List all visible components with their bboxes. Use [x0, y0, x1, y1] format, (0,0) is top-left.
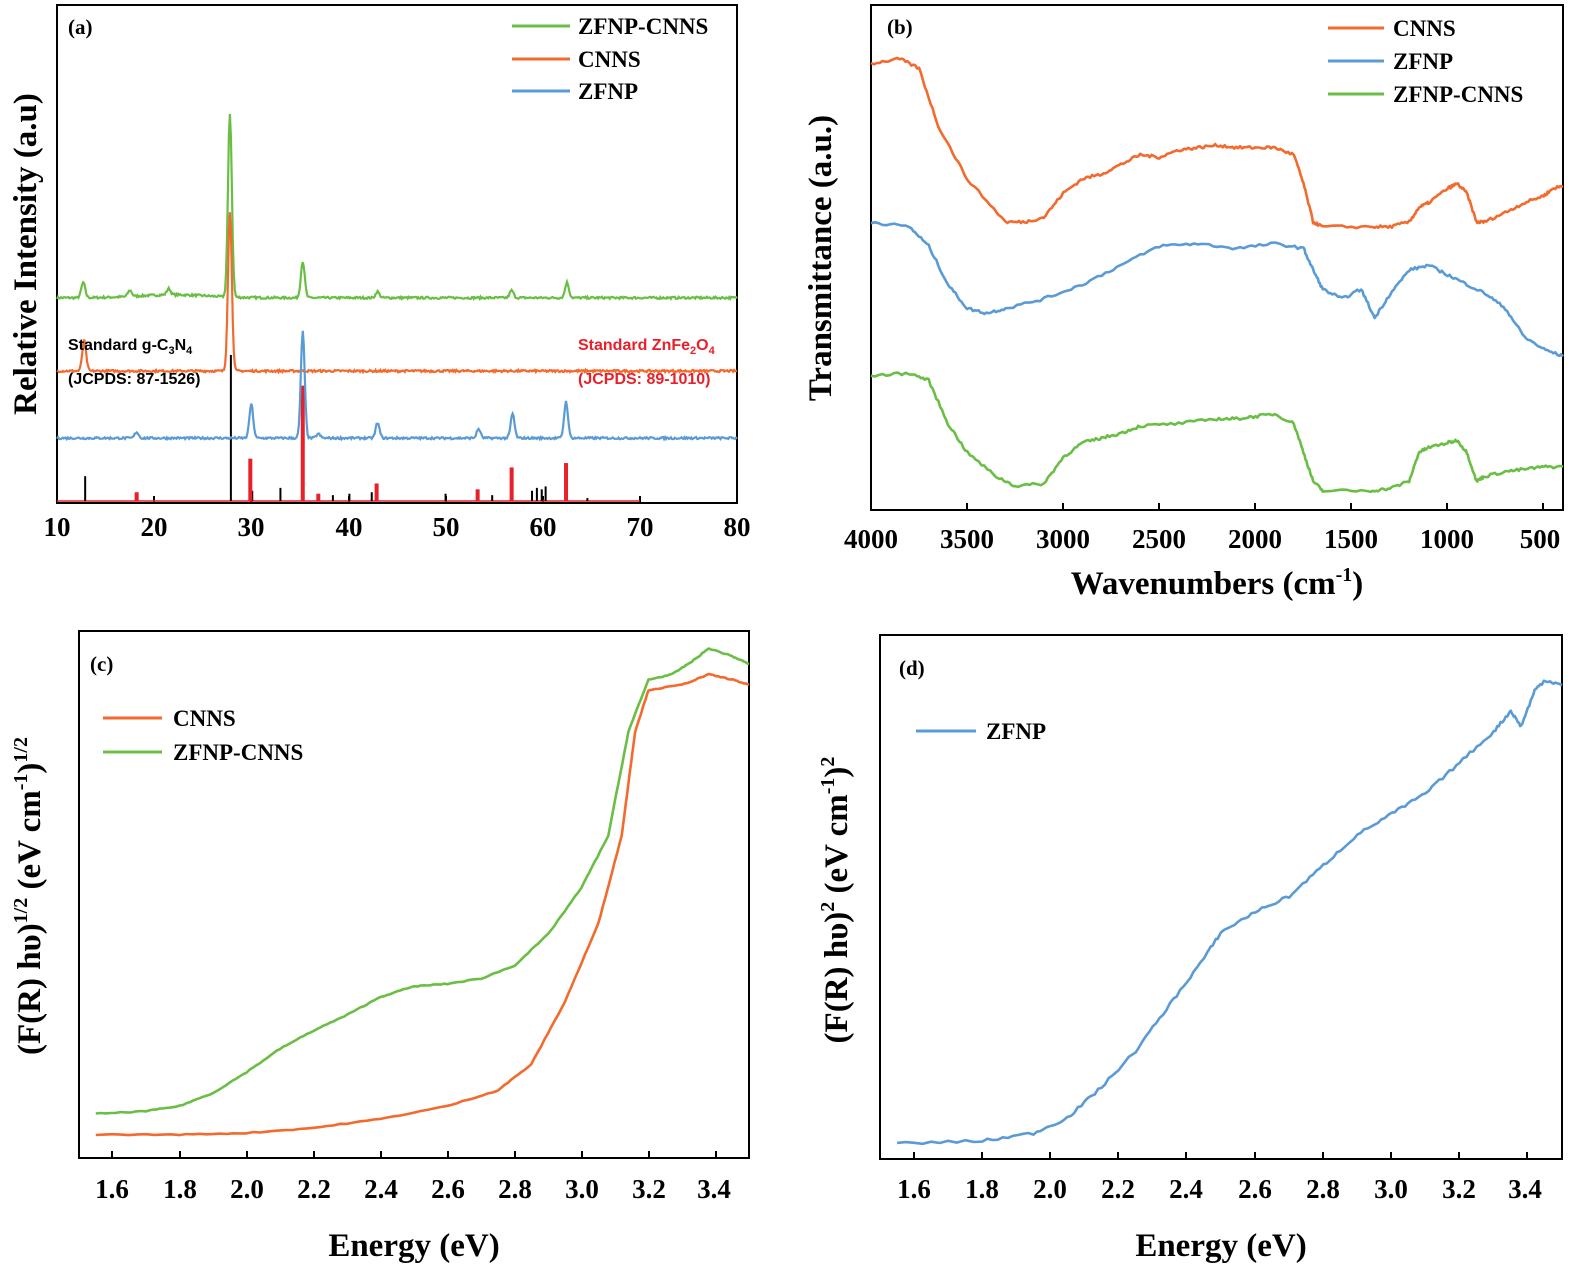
- series-cnns-line: [95, 672, 750, 1137]
- panel-a-std-znfe2o4-label: Standard ZnFe2O4 (JCPDS: 89-1010): [578, 337, 716, 388]
- panel-c-legend: CNNS ZFNP-CNNS: [103, 706, 303, 765]
- panel-b-frame: [870, 4, 1564, 511]
- panel-c-ylabel: (F(R) hυ)1/2 (eV cm-1)1/2: [10, 737, 48, 1055]
- panel-d-xtick: 3.4: [1508, 1174, 1542, 1204]
- legend-label-zfnp: ZFNP: [1393, 49, 1453, 74]
- panel-a-series: [56, 113, 738, 442]
- panel-c-xtick: 3.0: [565, 1174, 599, 1204]
- panel-c: (c) (F(R) hυ)1/2 (eV cm-1)1/2 Energy (eV…: [10, 630, 750, 1264]
- series-zfnp-line: [56, 330, 738, 442]
- series-zfnp-cnns-line: [95, 647, 750, 1115]
- panel-c-xlabel: Energy (eV): [328, 1228, 499, 1264]
- panel-b-label: (b): [887, 15, 913, 39]
- panel-d-label: (d): [899, 656, 925, 680]
- panel-b-xticks: 4000 3500 3000 2500 2000 1500 1000 500: [844, 524, 1560, 554]
- panel-a-xtick: 40: [336, 512, 363, 542]
- panel-d-xtick: 2.6: [1238, 1174, 1272, 1204]
- std-znfe2o4-title: Standard ZnFe2O4: [578, 337, 716, 357]
- panel-b-xtick: 4000: [844, 524, 898, 554]
- panel-b-xtick-marks: [966, 503, 1544, 510]
- std-gc3n4-card: (JCPDS: 87-1526): [68, 371, 201, 388]
- legend-label-zfnp-cnns: ZFNP-CNNS: [1393, 82, 1523, 107]
- panel-c-xtick: 2.8: [498, 1174, 532, 1204]
- series-cnns-line: [56, 212, 738, 375]
- panel-b: (b) Transmittance (a.u.) Wavenumbers (cm…: [803, 4, 1564, 602]
- panel-b-xtick: 1500: [1324, 524, 1378, 554]
- panel-d-xtick: 2.0: [1033, 1174, 1067, 1204]
- panel-d-xticks: 1.6 1.8 2.0 2.2 2.4 2.6 2.8 3.0 3.2 3.4: [897, 1174, 1542, 1204]
- panel-b-xtick: 500: [1520, 524, 1561, 554]
- panel-c-frame: [78, 630, 750, 1159]
- panel-d-series: [896, 679, 1563, 1146]
- panel-a-xtick: 10: [44, 512, 71, 542]
- panel-c-xtick: 3.2: [632, 1174, 666, 1204]
- panel-c-xtick-marks: [111, 1151, 717, 1158]
- panel-b-xtick: 1000: [1420, 524, 1474, 554]
- series-zfnp-line: [896, 679, 1563, 1146]
- legend-label-cnns: CNNS: [578, 47, 641, 72]
- panel-d-xtick: 2.8: [1306, 1174, 1340, 1204]
- panel-a-xticks: 10 20 30 40 50 60 70 80: [44, 512, 751, 542]
- panel-c-xtick: 2.6: [431, 1174, 465, 1204]
- panel-a-ylabel: Relative Intensity (a.u): [8, 93, 44, 415]
- panel-a-frame: [56, 4, 738, 504]
- panel-d-xtick: 3.0: [1374, 1174, 1408, 1204]
- panel-b-xtick: 3000: [1036, 524, 1090, 554]
- panel-a-label: (a): [68, 15, 93, 39]
- panel-a-std-gc3n4-label: Standard g-C3N4 (JCPDS: 87-1526): [68, 337, 201, 388]
- std-gc3n4-title: Standard g-C3N4: [68, 337, 193, 357]
- panel-c-xtick: 2.2: [297, 1174, 331, 1204]
- panel-b-xlabel: Wavenumbers (cm-1): [1071, 564, 1364, 602]
- panel-b-ylabel: Transmittance (a.u.): [803, 115, 839, 401]
- panel-a-xtick: 70: [627, 512, 654, 542]
- panel-a: (a) Relative Intensity (a.u) 10 20 30 40…: [8, 4, 751, 542]
- panel-d-xlabel: Energy (eV): [1135, 1228, 1306, 1264]
- legend-label-zfnp-cnns: ZFNP-CNNS: [578, 14, 708, 39]
- panel-b-series: [870, 56, 1564, 494]
- panel-a-xtick: 50: [433, 512, 460, 542]
- legend-label-cnns: CNNS: [173, 706, 236, 731]
- series-zfnp-cnns-line: [56, 113, 738, 302]
- panel-c-label: (c): [90, 652, 113, 676]
- std-znfe2o4-card: (JCPDS: 89-1010): [578, 371, 711, 388]
- series-cnns-line: [870, 56, 1564, 230]
- panel-a-reference-sticks: [57, 355, 640, 502]
- panel-b-xtick: 3500: [940, 524, 994, 554]
- legend-label-zfnp-cnns: ZFNP-CNNS: [173, 740, 303, 765]
- series-zfnp-line: [870, 221, 1564, 358]
- legend-label-cnns: CNNS: [1393, 16, 1456, 41]
- panel-c-xtick: 1.6: [95, 1174, 129, 1204]
- panel-d-frame: [879, 634, 1563, 1160]
- panel-c-xtick: 2.0: [230, 1174, 264, 1204]
- panel-c-xtick: 3.4: [697, 1174, 731, 1204]
- panel-d-xtick: 1.6: [897, 1174, 931, 1204]
- panel-a-xtick: 60: [530, 512, 557, 542]
- panel-d-xtick-marks: [913, 1152, 1528, 1159]
- panel-c-series: [95, 647, 750, 1137]
- panel-d-xtick: 3.2: [1442, 1174, 1476, 1204]
- panel-b-xtick: 2500: [1132, 524, 1186, 554]
- panel-d-xtick: 2.4: [1169, 1174, 1203, 1204]
- panel-c-xticks: 1.6 1.8 2.0 2.2 2.4 2.6 2.8 3.0 3.2 3.4: [95, 1174, 731, 1204]
- panel-c-xtick: 2.4: [364, 1174, 398, 1204]
- panel-b-xtick: 2000: [1228, 524, 1282, 554]
- panel-a-xtick: 80: [724, 512, 751, 542]
- panel-d-xtick: 1.8: [965, 1174, 999, 1204]
- panel-a-xtick: 20: [141, 512, 168, 542]
- series-zfnp-cnns-line: [870, 371, 1564, 494]
- panel-d: (d) (F(R) hυ)2 (eV cm-1)2 Energy (eV) 1.…: [817, 634, 1563, 1264]
- panel-c-xtick: 1.8: [163, 1174, 197, 1204]
- panel-d-legend: ZFNP: [916, 719, 1046, 744]
- panel-b-legend: CNNS ZFNP ZFNP-CNNS: [1328, 16, 1523, 107]
- panel-a-legend: ZFNP-CNNS CNNS ZFNP: [512, 14, 708, 104]
- panel-a-xtick: 30: [238, 512, 265, 542]
- panel-d-xtick: 2.2: [1101, 1174, 1135, 1204]
- legend-label-zfnp: ZFNP: [578, 79, 638, 104]
- legend-label-zfnp: ZFNP: [986, 719, 1046, 744]
- panel-d-ylabel: (F(R) hυ)2 (eV cm-1)2: [817, 757, 855, 1044]
